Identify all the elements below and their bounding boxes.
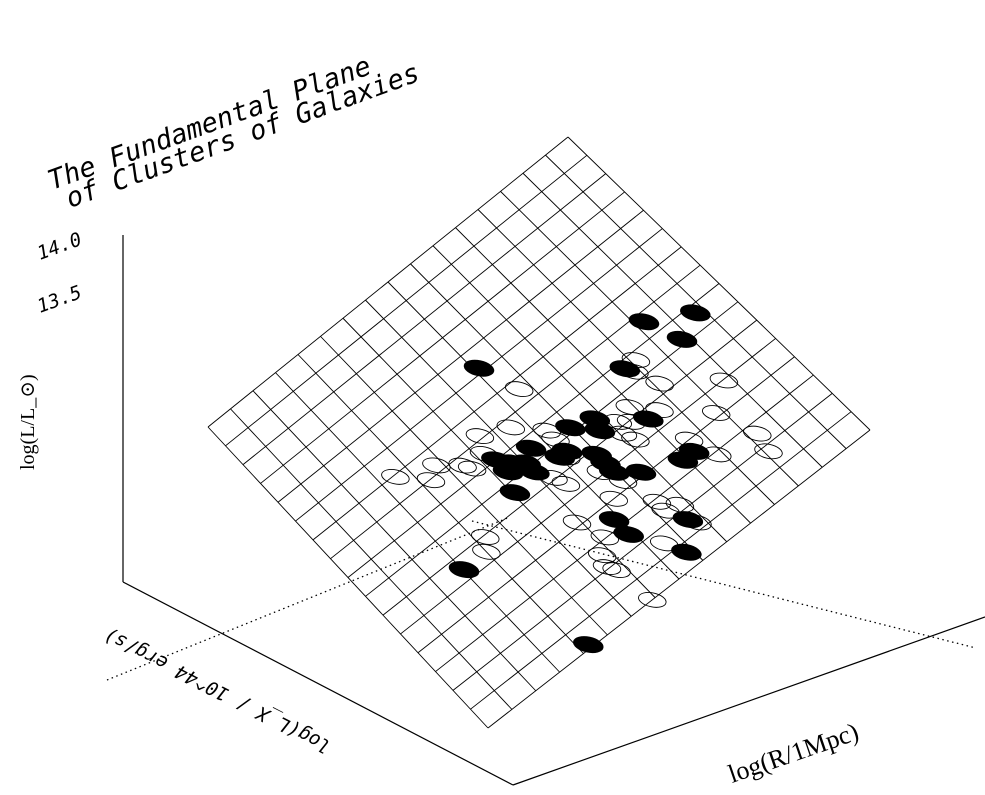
plane-grid-line-u-13 [500, 191, 799, 487]
y-axis-label: log(L_X / 10^44 erg/s) [100, 624, 334, 758]
filled-marker-3 [666, 330, 698, 348]
open-marker-42 [562, 514, 592, 531]
open-marker-13 [645, 375, 674, 392]
z-tick-label-14.0: 14.0 [34, 228, 85, 264]
open-marker-35 [651, 502, 680, 519]
plane-grid-line-u-14 [522, 172, 823, 468]
plane-grid-line-u-15 [545, 154, 847, 449]
open-marker-9 [552, 449, 581, 466]
open-marker-36 [665, 496, 695, 513]
open-marker-27 [754, 443, 783, 460]
open-marker-26 [743, 425, 772, 442]
plane-grid-line-u-11 [455, 227, 751, 524]
open-marker-5 [457, 460, 487, 477]
open-marker-16 [603, 414, 633, 430]
open-marker-29 [472, 543, 501, 560]
plane-grid-line-v-11 [400, 338, 776, 635]
plane-grid-line-v-10 [382, 319, 758, 616]
x-axis-label: log(R/1Mpc) [725, 717, 863, 789]
open-marker-43 [599, 490, 629, 507]
open-marker-25 [703, 446, 732, 463]
open-marker-33 [602, 562, 631, 578]
open-marker-18 [616, 414, 646, 430]
filled-marker-5 [555, 419, 586, 437]
filled-marker-0 [463, 359, 495, 377]
plane-grid-line-u-9 [410, 263, 704, 561]
open-marker-37 [649, 535, 679, 552]
filled-marker-19 [625, 463, 657, 481]
filled-marker-26 [672, 511, 704, 529]
open-marker-44 [621, 431, 650, 448]
open-marker-32 [592, 559, 622, 575]
open-marker-28 [471, 529, 500, 545]
open-marker-1 [465, 428, 495, 444]
filled-marker-24 [598, 511, 630, 529]
open-marker-15 [615, 399, 645, 415]
data-markers [381, 304, 783, 654]
r-axis-line [512, 616, 985, 786]
z-tick-label-13.5: 13.5 [34, 281, 85, 317]
filled-marker-28 [448, 561, 480, 579]
filled-marker-27 [671, 543, 702, 561]
open-marker-30 [590, 529, 620, 546]
open-marker-6 [496, 419, 526, 436]
filled-marker-15 [633, 410, 664, 428]
filled-marker-1 [628, 313, 660, 331]
plane-grid-line-v-14 [452, 393, 833, 691]
filled-marker-2 [680, 304, 711, 322]
open-marker-20 [551, 476, 581, 492]
open-marker-8 [541, 431, 570, 448]
open-marker-39 [638, 592, 667, 608]
open-marker-19 [539, 470, 568, 486]
lx-axis-line [122, 581, 514, 786]
filled-marker-25 [613, 525, 644, 543]
open-marker-12 [709, 372, 739, 389]
plane-grid-line-v-15 [470, 411, 852, 710]
filled-marker-20 [519, 463, 550, 481]
open-marker-38 [683, 514, 712, 531]
open-marker-0 [422, 457, 451, 474]
open-marker-40 [381, 469, 410, 485]
open-marker-21 [586, 464, 616, 480]
filled-marker-23 [678, 442, 710, 460]
z-axis-label: log(L/L_⊙) [17, 374, 39, 470]
plane-grid-line-u-10 [432, 245, 728, 543]
plane-grid-line-v-12 [417, 356, 795, 654]
open-marker-10 [621, 352, 651, 368]
base-projection-line-2 [471, 520, 977, 649]
open-marker-2 [469, 446, 499, 462]
plane-grid-line-u-16 [567, 136, 871, 431]
chart-title: The Fundamental Plane of Clusters of Gal… [44, 51, 424, 215]
filled-marker-4 [609, 360, 641, 378]
plane-grid-line-v-16 [487, 429, 871, 729]
plane-grid [207, 136, 871, 729]
filled-marker-14 [579, 410, 611, 428]
open-marker-4 [448, 457, 477, 474]
plane-grid-line-u-12 [477, 209, 775, 505]
chart-title-line-2: of Clusters of Galaxies [62, 58, 424, 215]
filled-marker-6 [515, 439, 547, 457]
open-marker-3 [504, 381, 534, 397]
filled-marker-29 [573, 636, 604, 654]
open-marker-11 [620, 363, 649, 380]
open-marker-22 [608, 473, 638, 489]
open-marker-34 [642, 493, 672, 510]
filled-marker-10 [481, 451, 512, 469]
open-marker-31 [587, 547, 617, 564]
open-marker-23 [701, 405, 731, 421]
open-marker-24 [674, 431, 704, 448]
filled-marker-21 [499, 484, 531, 502]
open-marker-14 [645, 402, 674, 418]
open-marker-41 [416, 472, 446, 489]
